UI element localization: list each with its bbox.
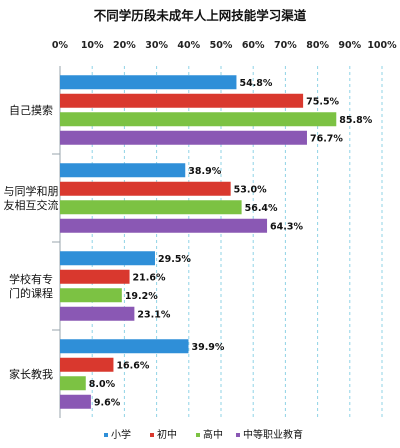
bar: [60, 163, 186, 178]
bar: [60, 376, 86, 391]
x-tick-label: 0%: [52, 40, 69, 51]
category-label: 与同学和朋: [4, 184, 59, 198]
bar: [60, 93, 304, 108]
x-axis-ticks: 0% 10% 20% 30% 40% 50% 60% 70% 80% 90% 100%: [52, 40, 397, 51]
data-label: 53.0%: [234, 184, 267, 195]
data-label: 8.0%: [89, 379, 116, 390]
bar: [60, 251, 155, 266]
data-label: 54.8%: [239, 78, 272, 89]
value-labels: 54.8% 75.5%85.8% 76.7% 38.9% 53.0% 56.4% 64.3%…: [89, 78, 373, 409]
data-label: 9.6%: [94, 397, 121, 408]
data-label: 56.4%: [245, 203, 278, 214]
bar: [60, 288, 122, 303]
legend-swatch: [236, 433, 240, 437]
data-label: 16.6%: [116, 360, 149, 371]
bar: [60, 200, 242, 215]
data-label: 64.3%: [270, 221, 303, 232]
data-label: 39.9%: [191, 342, 224, 353]
data-label: 21.6%: [133, 272, 166, 283]
x-tick-label: 20%: [113, 40, 136, 51]
legend-label: 中等职业教育: [243, 428, 303, 441]
bar: [60, 112, 337, 127]
data-label: 85.8%: [339, 115, 372, 126]
chart-title: 不同学历段未成年人上网技能学习渠道: [94, 8, 307, 23]
bar: [60, 394, 91, 409]
data-label: 38.9%: [188, 166, 221, 177]
bar: [60, 306, 135, 321]
x-tick-label: 70%: [274, 40, 297, 51]
data-label: 19.2%: [125, 291, 158, 302]
bar: [60, 339, 189, 354]
data-label: 23.1%: [137, 309, 170, 320]
x-tick-label: 80%: [306, 40, 329, 51]
bar: [60, 75, 237, 90]
x-tick-label: 90%: [338, 40, 361, 51]
bar: [60, 181, 231, 196]
bar: [60, 269, 130, 284]
legend-label: 高中: [203, 428, 223, 441]
x-tick-label: 10%: [81, 40, 104, 51]
legend: 小学 初中 高中 中等职业教育: [104, 428, 303, 441]
category-label: 友相互交流: [4, 198, 59, 212]
bars: [60, 75, 337, 409]
legend-swatch: [196, 433, 200, 437]
x-tick-label: 40%: [177, 40, 200, 51]
data-label: 76.7%: [310, 133, 343, 144]
legend-swatch: [104, 433, 108, 437]
x-tick-label: 100%: [367, 40, 397, 51]
category-label: 门的课程: [9, 286, 53, 300]
x-tick-label: 30%: [145, 40, 168, 51]
bar: [60, 130, 307, 145]
data-label: 29.5%: [158, 254, 191, 265]
x-tick-label: 60%: [242, 40, 265, 51]
category-label: 家长教我: [9, 367, 53, 381]
bar: [60, 357, 114, 372]
category-label: 自己摸索: [9, 103, 53, 117]
legend-swatch: [150, 433, 154, 437]
bar: [60, 218, 268, 233]
legend-label: 小学: [111, 428, 131, 441]
x-tick-label: 50%: [210, 40, 233, 51]
legend-label: 初中: [157, 428, 177, 441]
category-label: 学校有专: [9, 272, 53, 286]
data-label: 75.5%: [306, 96, 339, 107]
